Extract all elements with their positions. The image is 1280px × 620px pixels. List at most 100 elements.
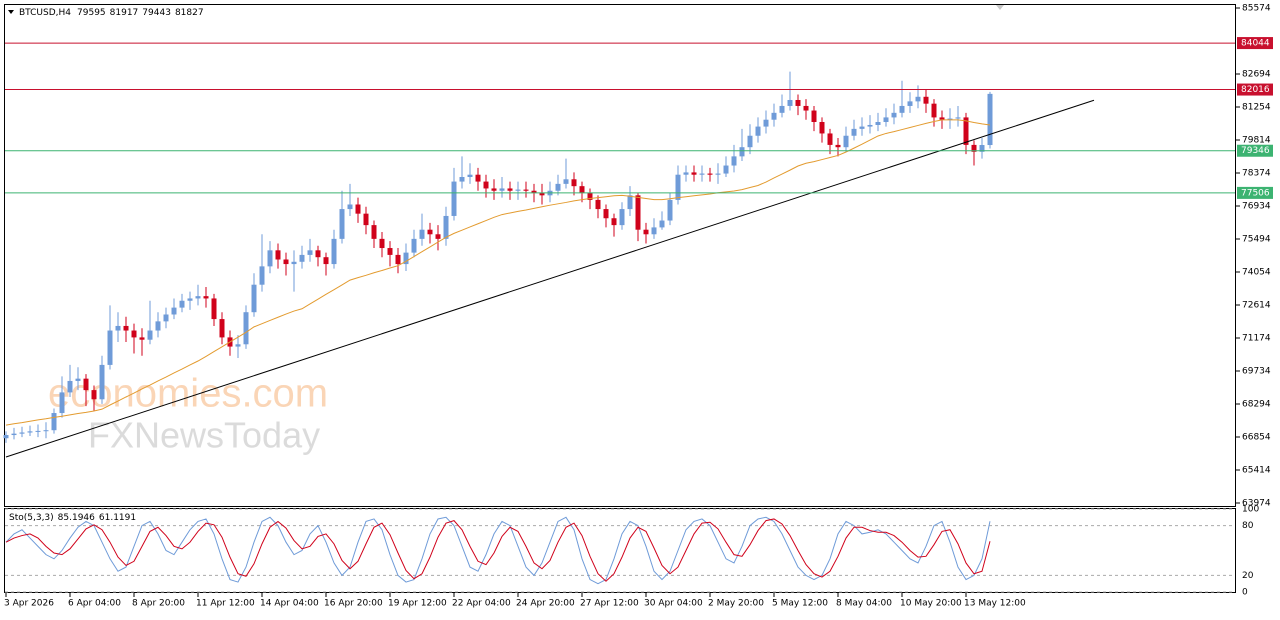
candle-body	[331, 238, 337, 265]
candle-body	[459, 176, 465, 182]
candle-body	[627, 195, 633, 210]
stochastic-panel	[4, 508, 1236, 593]
candle-body	[83, 378, 89, 391]
candle-body	[475, 174, 481, 182]
candle-body	[763, 119, 769, 127]
candle-body	[531, 190, 537, 194]
candle-body	[59, 392, 65, 414]
candle-body	[963, 117, 969, 145]
candle-body	[115, 325, 121, 331]
candle-body	[691, 172, 697, 175]
candle-body	[371, 225, 377, 239]
candle-body	[139, 337, 145, 340]
y-tick-label: 74054	[1242, 268, 1271, 278]
candle-body	[803, 105, 809, 111]
candle-body	[955, 117, 961, 119]
candle-body	[155, 321, 161, 331]
candle-body	[179, 300, 185, 308]
stochastic-line	[5, 516, 991, 585]
y-tick-label: 80	[1242, 521, 1254, 531]
candle-body	[27, 431, 33, 433]
candle-body	[771, 112, 777, 120]
candle-body	[715, 173, 721, 175]
candle-body	[851, 128, 857, 136]
candle-body	[499, 188, 505, 191]
candle-body	[483, 181, 489, 189]
candle-body	[635, 195, 641, 230]
candle-body	[843, 135, 849, 148]
candle-body	[971, 144, 977, 152]
price-level-label: 82016	[1241, 85, 1270, 95]
moving-average	[5, 119, 991, 426]
candle-body	[379, 238, 385, 249]
candle-body	[883, 117, 889, 122]
x-tick-label: 22 Apr 04:00	[452, 599, 511, 609]
candle-body	[779, 105, 785, 113]
x-tick-label: 6 Apr 04:00	[68, 599, 121, 609]
candle-body	[907, 101, 913, 106]
y-tick-label: 71174	[1242, 334, 1271, 344]
x-tick-label: 16 Apr 20:00	[324, 599, 383, 609]
candle-body	[571, 179, 577, 187]
candle-body	[307, 250, 313, 255]
candle-body	[523, 189, 529, 191]
y-tick-label: 66854	[1242, 432, 1271, 442]
price-level-label: 79346	[1241, 146, 1270, 156]
x-tick-label: 10 May 20:00	[900, 599, 962, 609]
y-tick-label: 69734	[1242, 367, 1271, 377]
candle-body	[979, 145, 985, 152]
symbol: BTCUSD,H4	[19, 8, 71, 18]
candle-body	[219, 319, 225, 338]
y-tick-label: 78374	[1242, 169, 1271, 179]
candle-body	[91, 390, 97, 400]
candle-body	[243, 312, 249, 345]
candle-body	[363, 213, 369, 226]
candle-body	[603, 209, 609, 219]
candle-body	[163, 314, 169, 322]
price-level-tag	[1237, 144, 1273, 157]
shift-marker	[996, 5, 1004, 10]
x-tick-label: 5 May 12:00	[772, 599, 828, 609]
candle-body	[859, 126, 865, 129]
candle-body	[427, 229, 433, 235]
symbol-menu[interactable]	[8, 10, 14, 14]
k-value: 85.1946	[58, 513, 95, 523]
y-tick-label: 20	[1242, 571, 1254, 581]
candle-body	[435, 234, 441, 239]
price-level-tag	[1237, 37, 1273, 50]
candle-body	[915, 96, 921, 102]
candle-body	[667, 199, 673, 221]
candle-body	[699, 173, 705, 175]
y-tick-label: 79814	[1242, 136, 1271, 146]
candle-body	[707, 173, 713, 175]
candle-body	[251, 284, 257, 313]
candle-body	[403, 252, 409, 265]
candle-body	[443, 215, 449, 239]
candle-body	[67, 380, 73, 393]
candle-body	[939, 117, 945, 120]
candle-body	[411, 238, 417, 253]
candle-body	[283, 259, 289, 265]
candle-body	[795, 99, 801, 106]
price-level-tag	[1237, 83, 1273, 96]
candle-body	[731, 156, 737, 166]
x-tick-label: 30 Apr 04:00	[644, 599, 703, 609]
x-tick-label: 8 May 04:00	[836, 599, 892, 609]
candle-body	[107, 330, 113, 365]
candle-body	[211, 298, 217, 320]
trendline	[5, 99, 1095, 458]
candle-body	[827, 133, 833, 145]
x-tick-label: 14 Apr 04:00	[260, 599, 319, 609]
candle-body	[507, 188, 513, 191]
candle-body	[131, 330, 137, 338]
candle-body	[75, 378, 81, 381]
x-tick-label: 27 Apr 12:00	[580, 599, 639, 609]
candle-body	[739, 147, 745, 157]
candle-body	[323, 257, 329, 265]
high: 81917	[110, 8, 139, 18]
candle-body	[723, 165, 729, 174]
candle-body	[875, 121, 881, 125]
candle-body	[643, 229, 649, 235]
x-tick-label: 11 Apr 12:00	[196, 599, 255, 609]
